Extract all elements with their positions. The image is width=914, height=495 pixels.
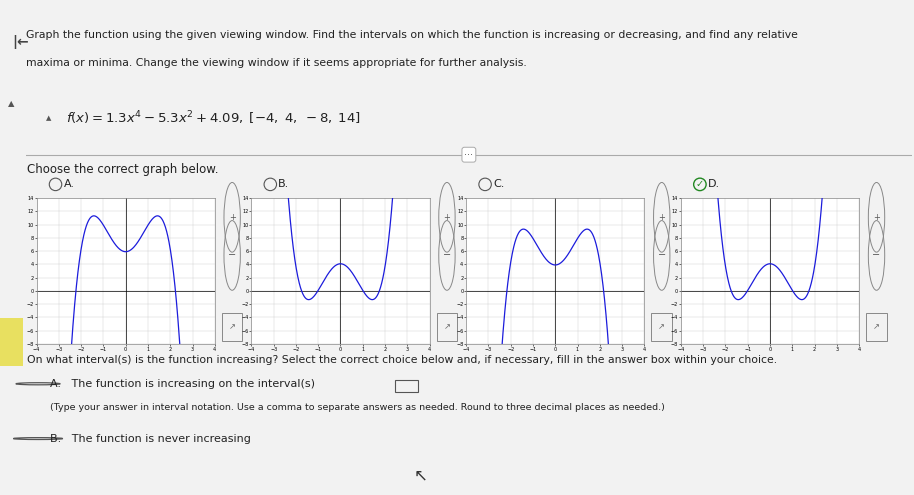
Text: Graph the function using the given viewing window. Find the intervals on which t: Graph the function using the given viewi… — [26, 30, 798, 40]
Text: ▲: ▲ — [46, 115, 51, 122]
Text: A.   The function is increasing on the interval(s): A. The function is increasing on the int… — [49, 379, 314, 389]
Text: On what interval(s) is the function increasing? Select the correct choice below : On what interval(s) is the function incr… — [27, 355, 778, 365]
Text: ↗: ↗ — [873, 322, 880, 331]
Text: maxima or minima. Change the viewing window if it seems appropriate for further : maxima or minima. Change the viewing win… — [26, 58, 526, 68]
Text: D.: D. — [708, 179, 720, 190]
Text: +: + — [658, 213, 665, 222]
Text: Choose the correct graph below.: Choose the correct graph below. — [27, 163, 219, 176]
Text: −: − — [443, 250, 451, 260]
Text: ↗: ↗ — [658, 322, 665, 331]
Text: B.: B. — [279, 179, 290, 190]
Text: ↗: ↗ — [228, 322, 236, 331]
Text: |←: |← — [12, 35, 28, 49]
Text: ↖: ↖ — [413, 466, 428, 484]
Text: ▲: ▲ — [7, 99, 15, 108]
Text: −: − — [228, 250, 236, 260]
Text: +: + — [873, 213, 880, 222]
Bar — [0, 318, 23, 366]
Text: B.   The function is never increasing: B. The function is never increasing — [49, 434, 250, 444]
Text: $f(x)=1.3x^4-5.3x^2+4.09,\;[-4,\;4,\;-8,\;14]$: $f(x)=1.3x^4-5.3x^2+4.09,\;[-4,\;4,\;-8,… — [66, 110, 361, 127]
Text: (Type your answer in interval notation. Use a comma to separate answers as neede: (Type your answer in interval notation. … — [49, 403, 664, 412]
Text: ↗: ↗ — [443, 322, 451, 331]
Text: −: − — [873, 250, 880, 260]
Text: C.: C. — [494, 179, 505, 190]
Text: A.: A. — [64, 179, 75, 190]
Text: ···: ··· — [464, 149, 473, 160]
Text: ✓: ✓ — [696, 179, 704, 190]
Text: +: + — [443, 213, 451, 222]
Text: −: − — [658, 250, 665, 260]
Text: +: + — [228, 213, 236, 222]
